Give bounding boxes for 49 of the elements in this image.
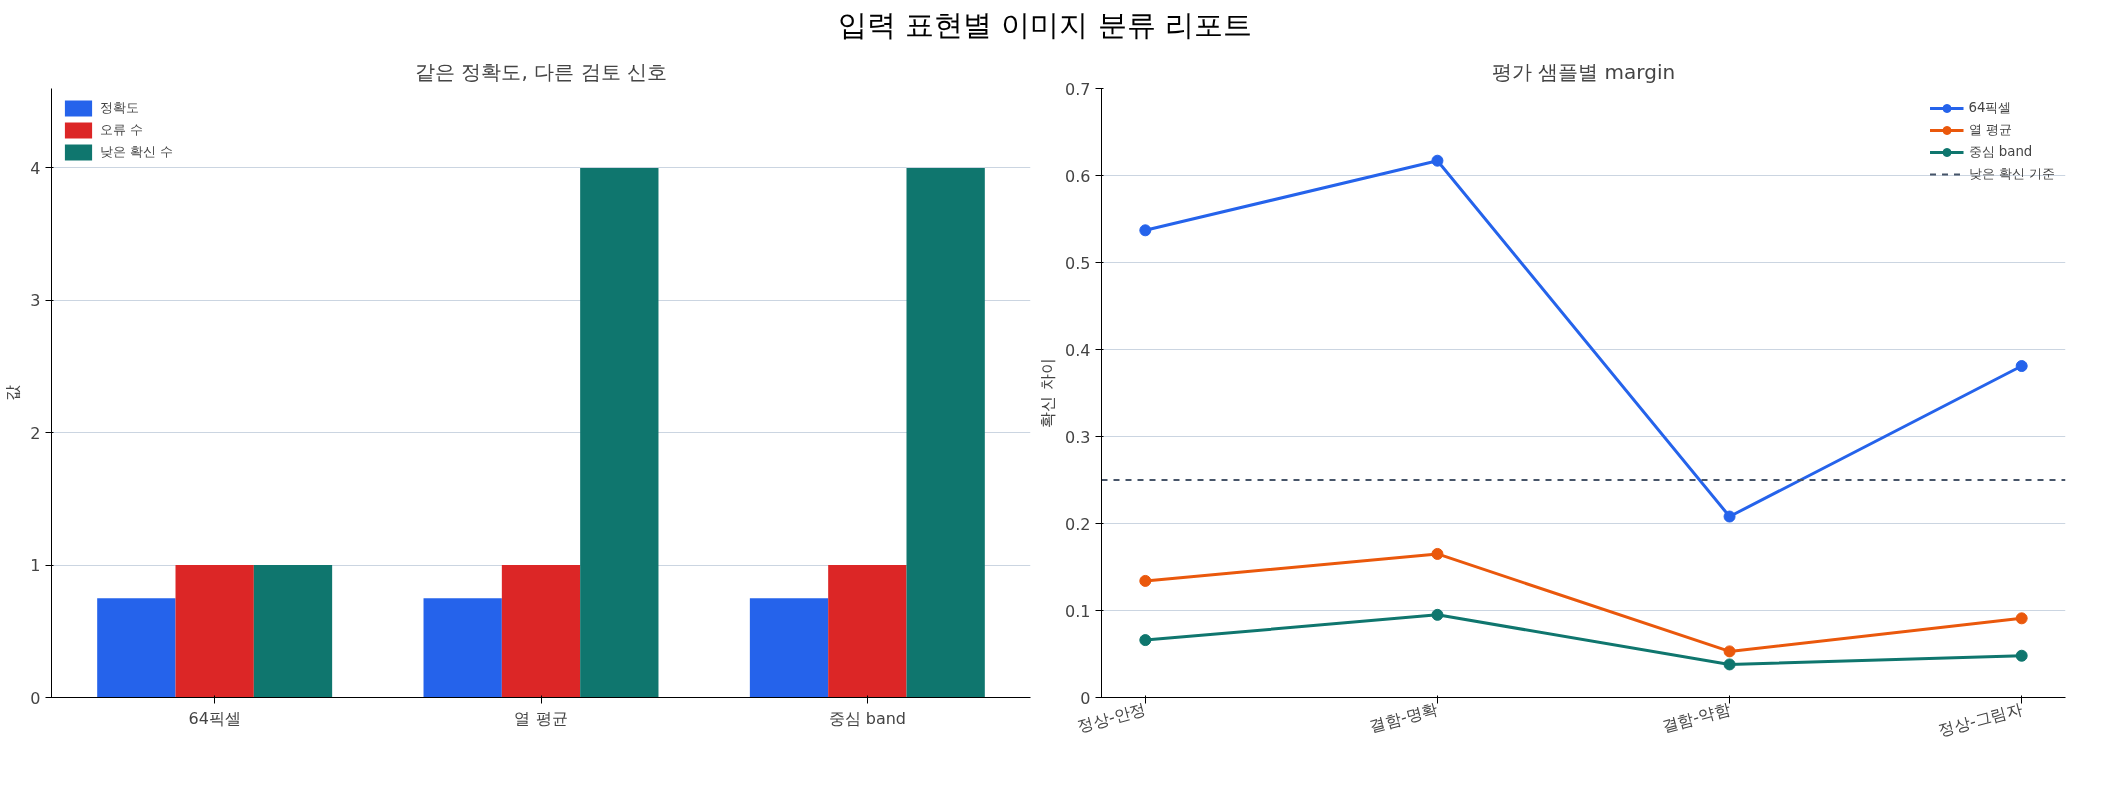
x-tick-label: 64픽셀: [188, 708, 241, 728]
point: [1139, 224, 1152, 237]
legend-label: 오류 수: [100, 120, 144, 139]
point: [1139, 574, 1152, 587]
legend-label: 낮은 확신 기준: [1968, 164, 2055, 183]
bar: [906, 167, 985, 698]
legend-label: 낮은 확신 수: [100, 142, 174, 161]
y-tick-label: 0.7: [1065, 79, 1091, 99]
y-axis-title: 확신 차이: [1038, 358, 1058, 428]
bar: [580, 167, 659, 698]
point: [1723, 658, 1736, 671]
y-tick-label: 0.1: [1065, 601, 1091, 621]
point: [1723, 645, 1736, 658]
y-tick-label: 0: [1080, 688, 1091, 708]
x-tick-label: 중심 band: [828, 708, 907, 728]
point: [1431, 547, 1444, 560]
y-tick-label: 2: [30, 423, 41, 443]
bar: [749, 598, 829, 698]
y-tick-label: 0.5: [1065, 253, 1091, 273]
bar: [423, 598, 502, 698]
y-tick-label: 0: [30, 688, 41, 708]
text: 입력 표현별 이미지 분류 리포트: [837, 7, 1253, 44]
y-tick-label: 0.6: [1065, 166, 1091, 186]
bar: [501, 565, 581, 698]
legend-label: 열 평균: [1968, 120, 2012, 139]
point: [1431, 154, 1444, 167]
chart-title: 평가 샘플별 margin: [1491, 59, 1676, 84]
point: [2015, 612, 2028, 625]
y-tick-label: 4: [30, 158, 41, 178]
y-tick-label: 0.4: [1065, 340, 1091, 360]
chart-title: 같은 정확도, 다른 검토 신호: [415, 59, 667, 84]
point: [2015, 649, 2028, 662]
legend-label: 64픽셀: [1968, 98, 2012, 117]
point: [1139, 633, 1152, 646]
y-axis-title: 값: [3, 384, 23, 401]
x-tick-label: 열 평균: [514, 708, 568, 728]
point: [1723, 510, 1736, 523]
bar: [97, 598, 176, 698]
y-tick-label: 3: [30, 291, 41, 311]
point: [2015, 359, 2028, 372]
y-tick-label: 0.3: [1065, 427, 1091, 447]
bar: [828, 565, 907, 698]
y-tick-label: 0.2: [1065, 514, 1091, 534]
legend-label: 정확도: [100, 98, 139, 117]
bar: [175, 565, 254, 698]
legend-label: 중심 band: [1968, 142, 2033, 161]
y-tick-label: 1: [30, 556, 41, 575]
bar: [253, 565, 333, 698]
point: [1431, 608, 1444, 621]
